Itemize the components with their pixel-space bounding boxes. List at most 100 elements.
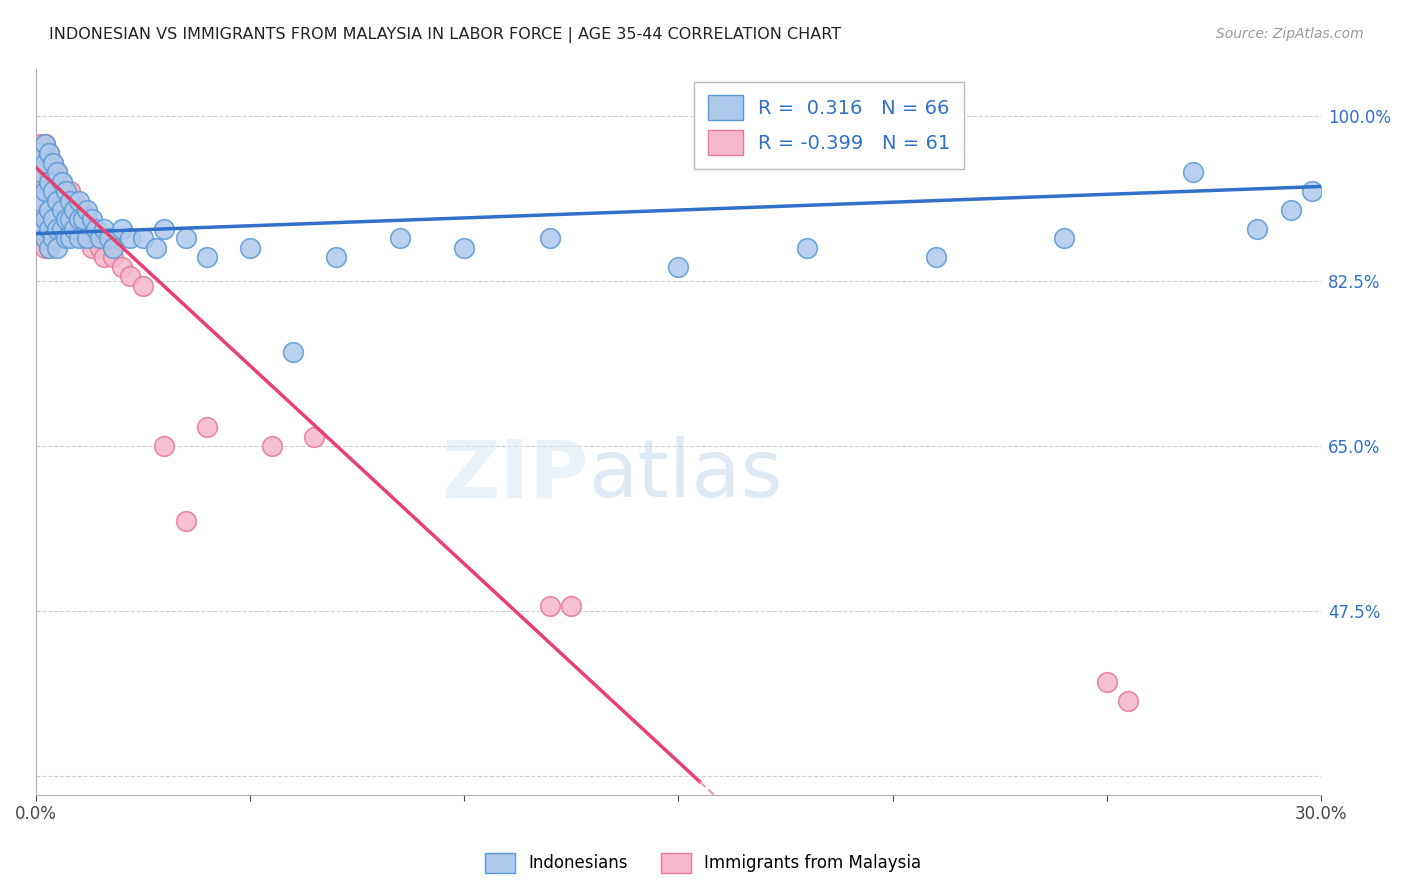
Point bbox=[1246, 222, 1268, 236]
Point bbox=[55, 212, 77, 227]
Point bbox=[538, 231, 561, 245]
Point bbox=[38, 165, 60, 179]
Point bbox=[97, 231, 120, 245]
Point bbox=[55, 202, 77, 217]
Point bbox=[195, 250, 218, 264]
Point bbox=[46, 165, 69, 179]
Point bbox=[30, 175, 52, 189]
Point bbox=[34, 212, 56, 227]
Point bbox=[38, 222, 60, 236]
Point bbox=[101, 250, 124, 264]
Point bbox=[34, 184, 56, 198]
Point bbox=[120, 231, 142, 245]
Point bbox=[1095, 674, 1118, 689]
Point bbox=[93, 222, 115, 236]
Point bbox=[260, 439, 283, 453]
Point bbox=[63, 202, 86, 217]
Point bbox=[38, 184, 60, 198]
Point bbox=[67, 194, 90, 208]
Point bbox=[46, 202, 69, 217]
Point bbox=[34, 136, 56, 151]
Point bbox=[80, 222, 103, 236]
Point bbox=[30, 156, 52, 170]
Point bbox=[59, 222, 82, 236]
Point bbox=[97, 231, 120, 245]
Point bbox=[80, 241, 103, 255]
Point bbox=[30, 146, 52, 161]
Point bbox=[42, 156, 65, 170]
Point bbox=[46, 165, 69, 179]
Legend: Indonesians, Immigrants from Malaysia: Indonesians, Immigrants from Malaysia bbox=[478, 847, 928, 880]
Point bbox=[38, 146, 60, 161]
Point bbox=[668, 260, 690, 274]
Point bbox=[34, 231, 56, 245]
Point bbox=[38, 202, 60, 217]
Point bbox=[89, 231, 111, 245]
Point bbox=[42, 212, 65, 227]
Point bbox=[38, 241, 60, 255]
Point bbox=[132, 231, 155, 245]
Point bbox=[59, 202, 82, 217]
Point bbox=[51, 202, 73, 217]
Point bbox=[46, 222, 69, 236]
Point bbox=[93, 250, 115, 264]
Point bbox=[30, 194, 52, 208]
Point bbox=[76, 212, 98, 227]
Point bbox=[72, 231, 94, 245]
Point bbox=[110, 222, 132, 236]
Point bbox=[38, 202, 60, 217]
Point bbox=[42, 212, 65, 227]
Point bbox=[42, 231, 65, 245]
Point bbox=[84, 231, 107, 245]
Point bbox=[55, 231, 77, 245]
Point bbox=[55, 184, 77, 198]
Point bbox=[38, 175, 60, 189]
Point bbox=[560, 599, 582, 614]
Point bbox=[51, 194, 73, 208]
Point bbox=[59, 184, 82, 198]
Point bbox=[34, 136, 56, 151]
Text: Source: ZipAtlas.com: Source: ZipAtlas.com bbox=[1216, 27, 1364, 41]
Point bbox=[72, 202, 94, 217]
Point bbox=[59, 212, 82, 227]
Point bbox=[30, 165, 52, 179]
Point bbox=[120, 269, 142, 284]
Point bbox=[796, 241, 818, 255]
Point bbox=[84, 222, 107, 236]
Point bbox=[1053, 231, 1076, 245]
Point bbox=[239, 241, 262, 255]
Point bbox=[195, 420, 218, 434]
Point bbox=[34, 241, 56, 255]
Point bbox=[55, 184, 77, 198]
Point bbox=[153, 439, 176, 453]
Point bbox=[38, 222, 60, 236]
Point bbox=[76, 231, 98, 245]
Point bbox=[67, 222, 90, 236]
Point bbox=[63, 194, 86, 208]
Point bbox=[101, 241, 124, 255]
Point bbox=[59, 231, 82, 245]
Point bbox=[63, 212, 86, 227]
Point bbox=[30, 194, 52, 208]
Point bbox=[34, 156, 56, 170]
Point bbox=[46, 184, 69, 198]
Point bbox=[924, 250, 946, 264]
Point bbox=[389, 231, 412, 245]
Point bbox=[46, 222, 69, 236]
Point bbox=[132, 278, 155, 293]
Point bbox=[38, 146, 60, 161]
Point bbox=[34, 156, 56, 170]
Point bbox=[538, 599, 561, 614]
Point bbox=[51, 175, 73, 189]
Point bbox=[67, 212, 90, 227]
Point bbox=[67, 231, 90, 245]
Point bbox=[30, 222, 52, 236]
Point bbox=[325, 250, 347, 264]
Point bbox=[42, 194, 65, 208]
Point bbox=[34, 212, 56, 227]
Point bbox=[89, 241, 111, 255]
Point bbox=[174, 231, 197, 245]
Point bbox=[1116, 694, 1139, 708]
Point bbox=[38, 241, 60, 255]
Point bbox=[51, 175, 73, 189]
